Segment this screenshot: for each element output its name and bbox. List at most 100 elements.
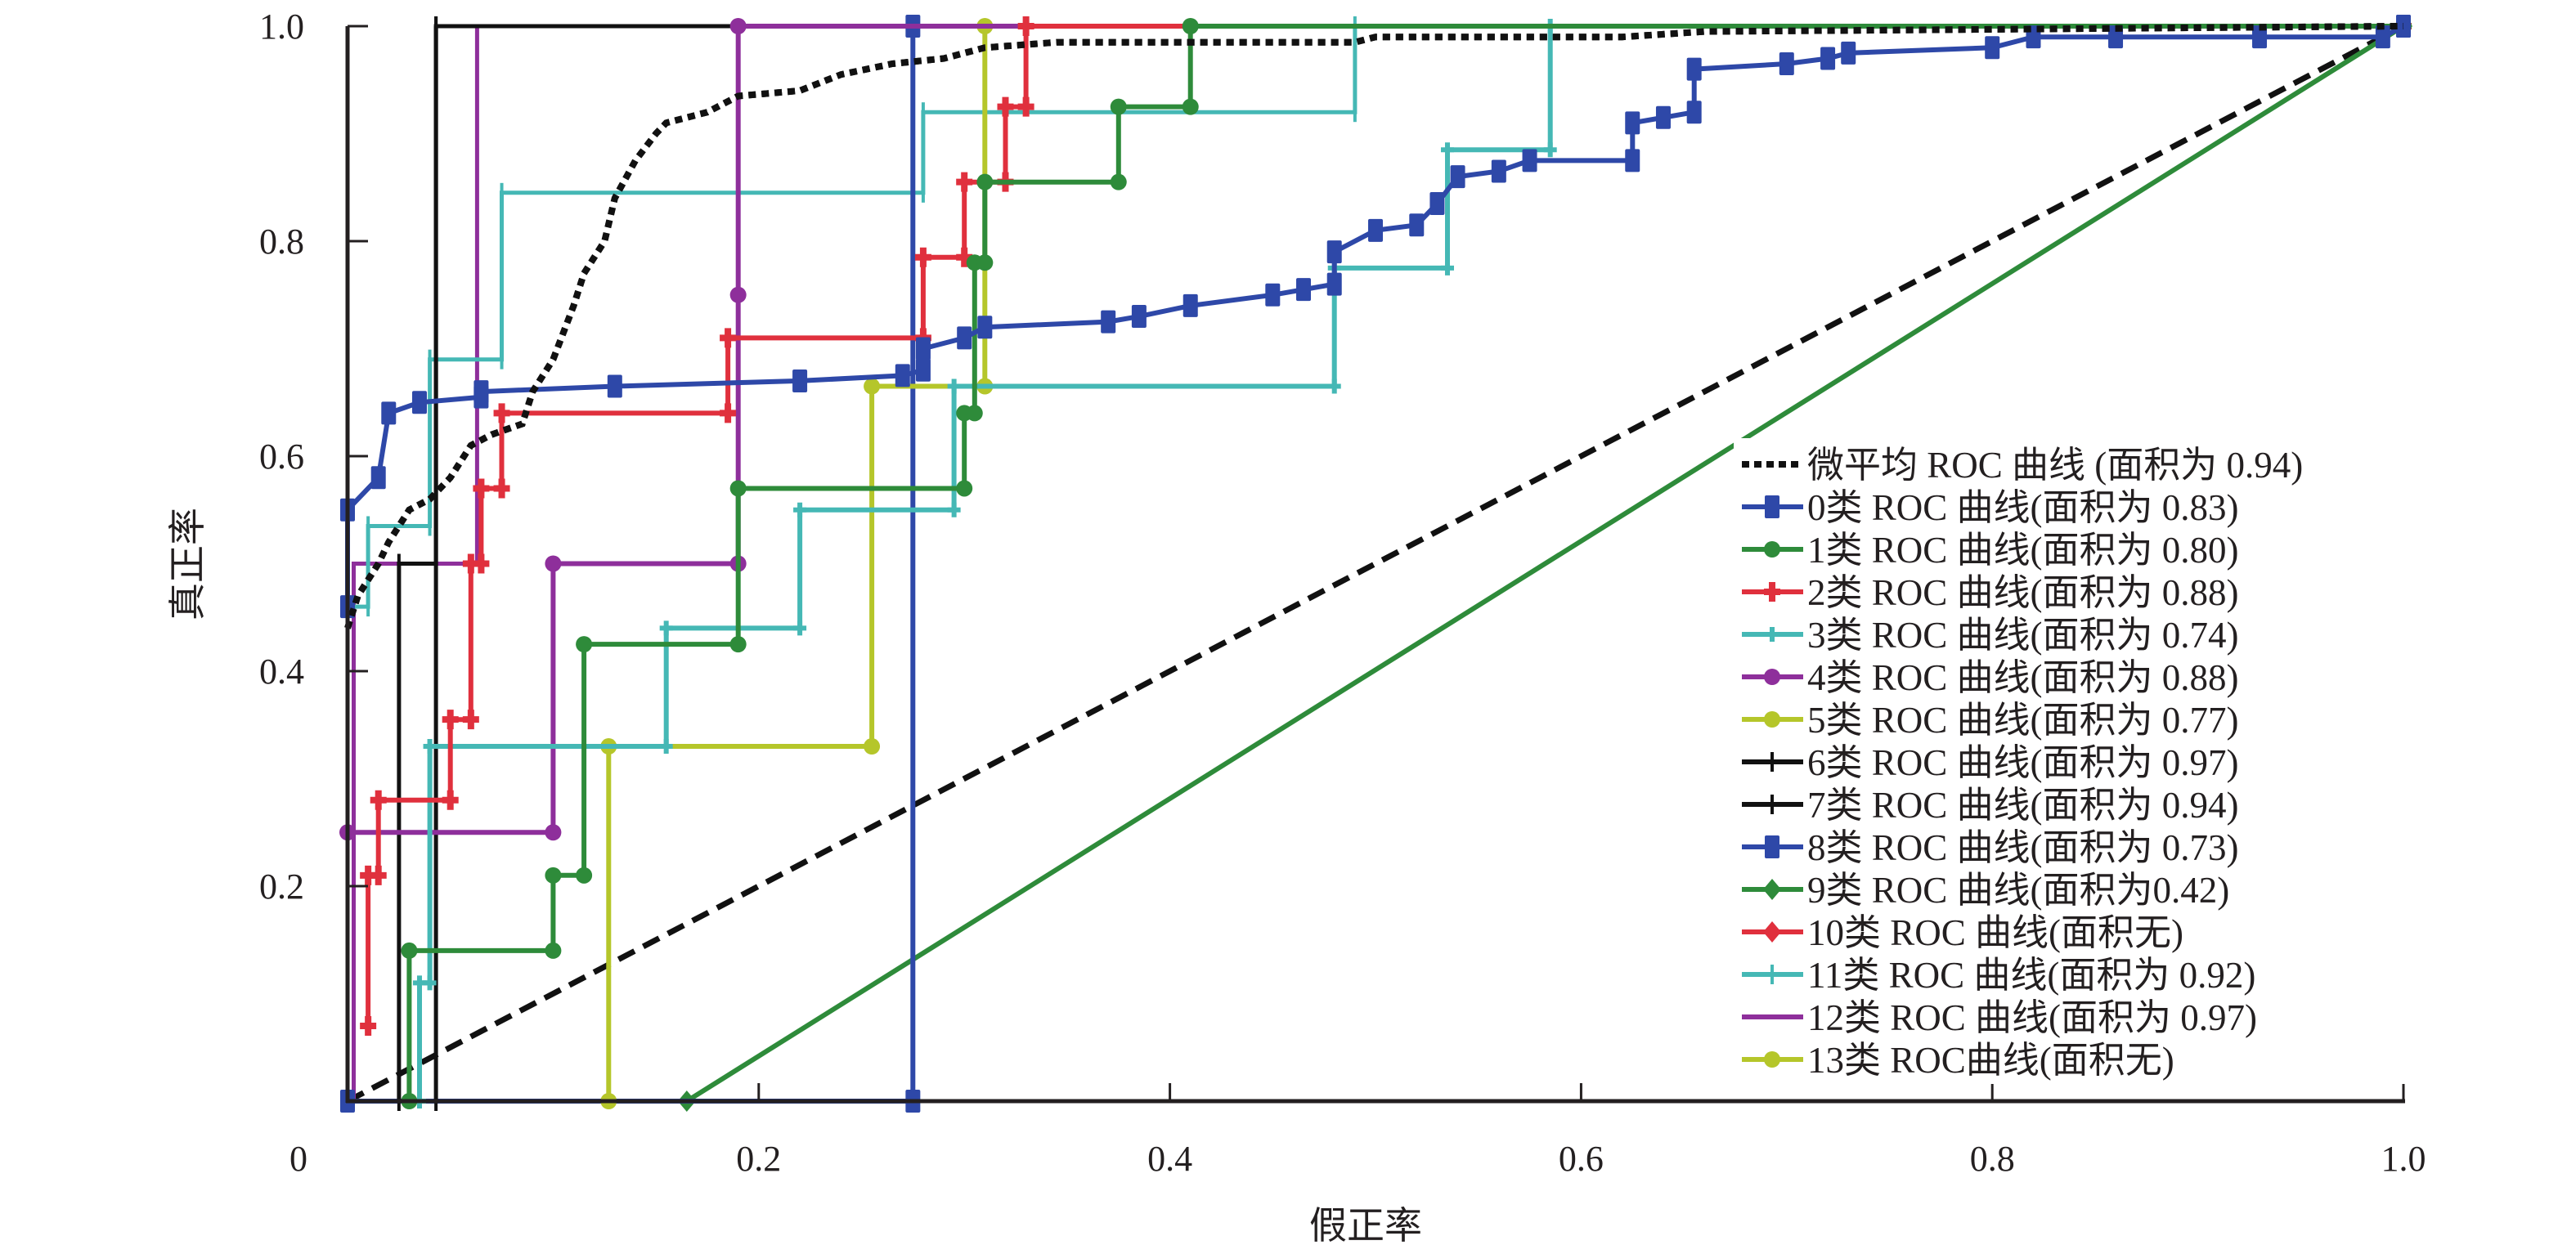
series-micro-average-top <box>344 23 2404 629</box>
data-point-marker <box>1110 173 1127 190</box>
micro-average-line <box>344 23 2404 629</box>
data-point-marker <box>1296 278 1312 302</box>
legend: 微平均 ROC 曲线 (面积为 0.94)0类 ROC 曲线(面积为 0.83)… <box>1734 438 2429 1084</box>
chance-diagonal-line <box>346 23 2405 1104</box>
data-point-marker <box>977 316 993 339</box>
data-point-marker <box>370 790 387 810</box>
data-point-marker <box>1770 795 1774 814</box>
data-point-marker <box>1110 98 1127 115</box>
data-point-marker <box>1409 213 1425 237</box>
data-point-marker <box>729 480 747 497</box>
data-point-marker <box>545 824 562 841</box>
data-point-marker <box>412 975 426 991</box>
data-point-marker <box>1764 1051 1780 1068</box>
data-point-marker <box>370 466 386 490</box>
data-point-marker <box>720 328 737 348</box>
legend-item: 7类 ROC 曲线(面积为 0.94) <box>1742 785 2239 826</box>
axes: 0 0.2 0.4 0.6 0.8 1.0 0.2 0.4 0.6 0.8 1.0 <box>259 7 2426 1179</box>
data-point-marker <box>1182 98 1199 115</box>
x-tick-label: 0.6 <box>1559 1139 1604 1179</box>
data-point-marker <box>423 975 437 991</box>
data-point-marker <box>1686 101 1702 124</box>
x-tick-label: 0.8 <box>1970 1139 2015 1179</box>
legend-label: 微平均 ROC 曲线 (面积为 0.94) <box>1807 445 2303 486</box>
data-point-marker <box>1625 111 1640 135</box>
legend-item: 0类 ROC 曲线(面积为 0.83) <box>1742 487 2239 528</box>
data-point-marker <box>1764 541 1780 558</box>
data-point-marker <box>473 553 490 574</box>
data-point-marker <box>914 247 931 267</box>
data-point-marker <box>915 337 931 361</box>
data-point-marker <box>1440 260 1454 275</box>
data-point-marker <box>462 710 479 730</box>
data-point-marker <box>1429 191 1445 215</box>
data-point-marker <box>1764 582 1780 602</box>
data-point-marker <box>473 380 489 404</box>
data-point-marker <box>1327 378 1341 394</box>
data-point-marker <box>493 478 510 499</box>
data-point-marker <box>1770 752 1774 772</box>
y-ticks: 0.2 0.4 0.6 0.8 1.0 <box>259 7 368 907</box>
data-point-marker <box>411 391 427 414</box>
data-point-marker <box>864 378 881 395</box>
data-point-marker <box>423 739 437 755</box>
data-point-marker <box>1841 41 1856 65</box>
y-tick-label: 1.0 <box>259 7 304 47</box>
x-tick-label: 1.0 <box>2381 1139 2426 1179</box>
data-point-marker <box>997 96 1014 117</box>
data-point-marker <box>545 942 562 959</box>
legend-item: 4类 ROC 曲线(面积为 0.88) <box>1742 657 2239 698</box>
legend-label: 4类 ROC 曲线(面积为 0.88) <box>1807 657 2239 698</box>
series-12 <box>346 16 2405 617</box>
legend-item: 3类 ROC 曲线(面积为 0.74) <box>1742 615 2239 656</box>
data-point-marker <box>576 636 593 653</box>
legend-item: 10类 ROC 曲线(面积无) <box>1742 912 2183 953</box>
y-tick-label: 0.2 <box>259 867 304 907</box>
data-point-marker <box>792 369 808 392</box>
legend-label: 10类 ROC 曲线(面积无) <box>1807 912 2183 953</box>
data-point-marker <box>545 555 562 572</box>
data-point-marker <box>397 553 401 574</box>
legend-label: 3类 ROC 曲线(面积为 0.74) <box>1807 615 2239 656</box>
y-tick-label: 0.8 <box>259 222 304 262</box>
data-point-marker <box>976 173 994 190</box>
data-point-marker <box>1522 149 1537 172</box>
legend-item: 微平均 ROC 曲线 (面积为 0.94) <box>1742 445 2303 486</box>
legend-label: 5类 ROC 曲线(面积为 0.77) <box>1807 700 2239 741</box>
data-point-marker <box>793 620 807 636</box>
x-tick-label: 0 <box>289 1139 307 1179</box>
data-point-marker <box>1779 52 1794 76</box>
data-point-marker <box>1985 36 2000 60</box>
data-point-marker <box>607 374 622 398</box>
data-point-marker <box>966 405 983 422</box>
data-point-marker <box>1326 240 1342 264</box>
data-point-marker <box>1770 965 1774 984</box>
data-point-marker <box>956 172 973 192</box>
data-point-marker <box>864 738 881 755</box>
data-point-marker <box>1182 18 1199 34</box>
legend-item: 1类 ROC 曲线(面积为 0.80) <box>1742 530 2239 571</box>
data-point-marker <box>1543 142 1557 158</box>
data-point-marker <box>1766 627 1779 642</box>
data-point-marker <box>1101 310 1116 334</box>
data-point-marker <box>360 865 377 885</box>
legend-label: 8类 ROC 曲线(面积为 0.73) <box>1807 827 2239 868</box>
data-point-marker <box>1625 149 1640 172</box>
series-3 <box>360 16 2412 1036</box>
data-point-marker <box>442 790 459 810</box>
data-point-marker <box>360 1015 377 1036</box>
data-point-marker <box>956 247 973 267</box>
data-point-marker <box>428 349 432 369</box>
data-point-marker <box>1368 218 1383 242</box>
legend-label: 13类 ROC曲线(面积无) <box>1807 1040 2174 1081</box>
data-point-marker <box>947 378 961 394</box>
data-point-marker <box>1655 105 1671 129</box>
data-point-marker <box>545 867 562 884</box>
data-point-marker <box>366 516 370 536</box>
data-point-marker <box>434 16 438 36</box>
x-tick-label: 0.4 <box>1147 1139 1192 1179</box>
data-point-marker <box>462 553 479 574</box>
data-point-marker <box>370 865 387 885</box>
legend-item: 12类 ROC 曲线(面积为 0.97) <box>1742 997 2257 1038</box>
